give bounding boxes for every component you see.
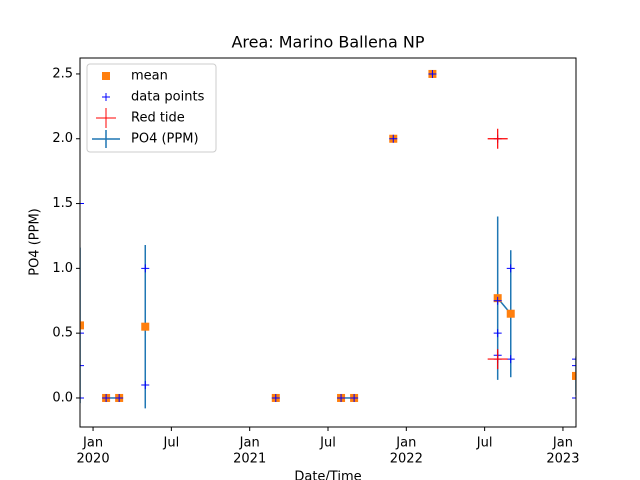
data-point bbox=[389, 134, 398, 143]
data-point bbox=[80, 329, 84, 338]
y-tick-label: 2.0 bbox=[52, 131, 73, 146]
data-point bbox=[493, 296, 502, 305]
mean-marker bbox=[80, 321, 84, 330]
data-point bbox=[572, 393, 576, 402]
x-year-label: 2023 bbox=[546, 452, 579, 467]
chart-title: Area: Marino Ballena NP bbox=[231, 33, 424, 52]
x-tick-label: Jan bbox=[82, 436, 103, 451]
mean-marker bbox=[141, 322, 150, 331]
x-tick-label: Jul bbox=[476, 436, 493, 451]
y-tick-label: 0.0 bbox=[52, 390, 73, 405]
data-point bbox=[428, 69, 437, 78]
data-point bbox=[141, 264, 150, 273]
x-tick-label: Jul bbox=[319, 436, 336, 451]
legend-label: mean bbox=[131, 69, 168, 84]
y-tick-label: 0.5 bbox=[52, 326, 73, 341]
x-tick-label: Jan bbox=[552, 436, 573, 451]
legend-marker bbox=[102, 72, 110, 80]
data-point bbox=[115, 393, 124, 402]
x-tick-label: Jan bbox=[239, 436, 260, 451]
x-year-label: 2021 bbox=[233, 452, 266, 467]
data-point bbox=[80, 199, 84, 208]
mean-marker bbox=[506, 309, 515, 318]
data-point bbox=[493, 329, 502, 338]
data-point bbox=[141, 381, 150, 390]
x-tick-label: Jan bbox=[395, 436, 416, 451]
legend-box bbox=[86, 63, 217, 153]
data-point bbox=[271, 393, 280, 402]
legend-label: PO4 (PPM) bbox=[131, 132, 199, 147]
y-tick-label: 1.0 bbox=[52, 261, 73, 276]
data-point bbox=[350, 393, 359, 402]
x-year-label: 2022 bbox=[390, 452, 423, 467]
x-tick-label: Jul bbox=[163, 436, 180, 451]
data-point bbox=[102, 393, 111, 402]
y-tick-label: 2.5 bbox=[52, 66, 73, 81]
legend-marker bbox=[96, 108, 116, 128]
legend-label: Red tide bbox=[131, 111, 185, 126]
data-point bbox=[506, 264, 515, 273]
red-tide-point bbox=[487, 349, 508, 370]
data-point bbox=[506, 355, 515, 364]
legend-label: data points bbox=[131, 90, 205, 105]
red-tide-point bbox=[487, 128, 508, 149]
data-point bbox=[80, 361, 84, 370]
x-axis-label: Date/Time bbox=[294, 470, 361, 480]
legend-marker bbox=[92, 130, 120, 148]
plot-area bbox=[80, 69, 576, 409]
data-point bbox=[572, 361, 576, 370]
data-point bbox=[337, 393, 346, 402]
data-point bbox=[572, 355, 576, 364]
y-tick-label: 1.5 bbox=[52, 196, 73, 211]
y-axis-label: PO4 (PPM) bbox=[28, 208, 43, 276]
mean-marker bbox=[572, 371, 576, 380]
x-year-label: 2020 bbox=[77, 452, 110, 467]
legend-marker bbox=[102, 93, 110, 101]
data-point bbox=[80, 393, 84, 402]
